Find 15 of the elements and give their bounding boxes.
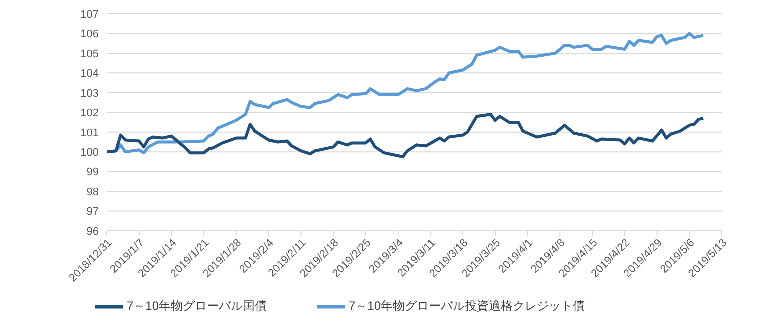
y-tick-label: 97 <box>86 206 99 218</box>
y-tick-label: 99 <box>86 166 99 179</box>
legend-label: 7～10年物グローバル国債 <box>126 299 267 314</box>
y-tick-label: 103 <box>80 88 99 100</box>
y-tick-label: 104 <box>80 68 99 80</box>
y-tick-label: 105 <box>80 48 99 60</box>
y-tick-label: 100 <box>80 146 99 159</box>
y-tick-label: 101 <box>80 127 99 140</box>
y-tick-label: 96 <box>86 226 99 238</box>
y-tick-label: 107 <box>80 8 99 21</box>
y-tick-label: 106 <box>80 28 99 41</box>
y-tick-label: 98 <box>86 186 99 198</box>
line-series <box>107 113 706 159</box>
y-tick-label: 102 <box>80 108 99 120</box>
legend-label: 7～10年物グローバル投資適格クレジット債 <box>349 299 586 314</box>
